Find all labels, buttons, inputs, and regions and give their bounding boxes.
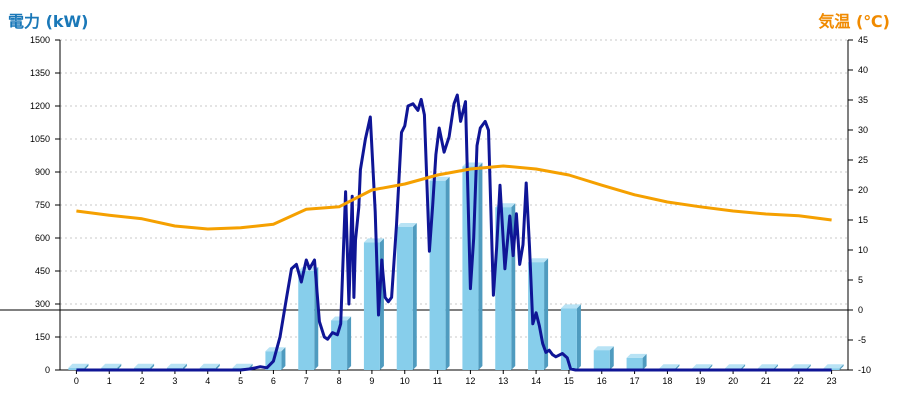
bar-side [281,347,286,370]
bar-top [134,363,155,368]
x-tick-label: 11 [433,376,442,386]
x-tick-label: 4 [205,376,210,386]
left-tick-label: 750 [35,200,50,210]
bar-side [478,162,483,370]
bar-top [626,353,647,358]
x-tick-label: 1 [107,376,112,386]
bar-side [839,364,844,370]
lines-layer [76,93,832,372]
labels-layer: 01503004506007509001050120013501500-10-5… [30,35,871,386]
x-tick-label: 0 [74,376,79,386]
left-tick-label: 1050 [30,134,50,144]
x-tick-label: 5 [238,376,243,386]
bar-top [528,258,549,263]
x-tick-label: 16 [597,376,607,386]
left-tick-label: 300 [35,299,50,309]
right-tick-label: 15 [858,215,868,225]
x-tick-label: 18 [662,376,672,386]
left-axis-title: 電力 (kW) [8,12,89,31]
grid-layer [60,39,848,338]
right-tick-label: 5 [858,275,863,285]
bar [429,180,446,370]
bar [396,227,413,370]
left-tick-label: 450 [35,266,50,276]
bar-top [757,364,778,369]
right-tick-label: 0 [858,305,863,315]
right-tick-label: 25 [858,155,868,165]
bar-top [692,364,713,369]
right-tick-label: 40 [858,65,868,75]
bar-top [166,363,187,368]
x-tick-label: 15 [564,376,574,386]
x-tick-label: 10 [400,376,410,386]
x-tick-label: 21 [761,376,771,386]
bar [593,350,610,370]
left-tick-label: 600 [35,233,50,243]
right-tick-label: 10 [858,245,868,255]
bar-top [232,363,253,368]
bar-top [363,238,384,243]
bar-top [725,364,746,369]
right-axis-title: 気温 (℃) [818,12,890,31]
right-tick-label: 30 [858,125,868,135]
bar-side [150,363,155,370]
bar-top [560,304,581,309]
bar-top [823,364,844,369]
x-tick-label: 6 [271,376,276,386]
x-tick-label: 9 [369,376,374,386]
temperature-line [76,164,832,231]
x-tick-label: 13 [498,376,508,386]
x-tick-label: 23 [827,376,837,386]
bar-side [215,363,220,370]
bar-top [593,346,614,351]
right-tick-label: -10 [858,365,871,375]
right-tick-label: 35 [858,95,868,105]
bar-side [182,363,187,370]
bar-side [642,353,647,370]
bar-side [347,316,352,370]
left-tick-label: 150 [35,332,50,342]
x-tick-label: 3 [172,376,177,386]
bar-top [790,364,811,369]
bar-top [199,363,220,368]
power-line [76,93,832,372]
bar-top [396,223,417,227]
bar-side [412,223,417,370]
bar-side [84,363,89,370]
bar-side [576,304,581,370]
left-tick-label: 1200 [30,101,50,111]
x-tick-label: 22 [794,376,804,386]
bars-layer [68,162,844,370]
bar [298,271,315,370]
bar [626,357,643,370]
left-tick-label: 1500 [30,35,50,45]
left-tick-label: 900 [35,167,50,177]
x-tick-label: 7 [304,376,309,386]
bar-top [659,364,680,369]
x-tick-label: 19 [695,376,705,386]
x-tick-label: 17 [630,376,640,386]
x-tick-label: 14 [531,376,541,386]
bar-side [609,346,614,370]
bar-top [68,363,89,368]
left-tick-label: 1350 [30,68,50,78]
right-tick-label: -5 [858,335,866,345]
bar-side [117,363,122,370]
x-tick-label: 2 [140,376,145,386]
right-tick-label: 20 [858,185,868,195]
x-tick-label: 12 [465,376,475,386]
bar-top [101,363,122,368]
bar-side [544,258,549,370]
x-tick-label: 20 [728,376,738,386]
x-tick-label: 8 [337,376,342,386]
right-tick-label: 45 [858,35,868,45]
left-tick-label: 0 [45,365,50,375]
bar-side [445,176,450,370]
